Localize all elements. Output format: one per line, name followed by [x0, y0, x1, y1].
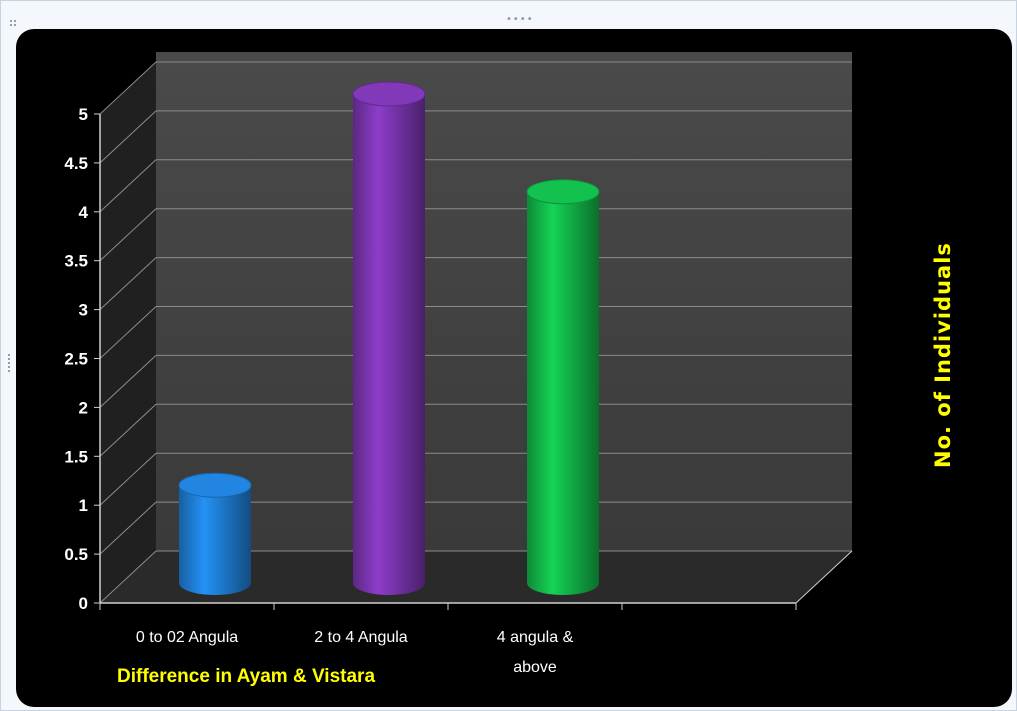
y-tick-label: 1: [79, 496, 88, 515]
y-tick-label: 5: [79, 105, 88, 124]
bar-body: [179, 485, 251, 595]
gridline-side: [99, 355, 157, 408]
x-axis-title: Difference in Ayam & Vistara: [117, 666, 375, 687]
gridlines: [99, 61, 852, 604]
gridline-side: [99, 501, 157, 555]
gridline-side: [99, 208, 157, 262]
x-category-label: 0 to 02 Angula: [136, 629, 238, 646]
y-tick-label: 0.5: [64, 545, 88, 564]
gridline-side: [99, 257, 157, 310]
bar: [526, 179, 600, 596]
bar: [178, 472, 252, 595]
bar-body: [527, 191, 599, 596]
y-tick-label: 2.5: [64, 350, 88, 369]
resize-handle-corner[interactable]: [9, 19, 17, 27]
bar-body: [353, 94, 425, 595]
x-category-label: 2 to 4 Angula: [314, 629, 408, 646]
y-tick-label: 1.5: [64, 447, 88, 466]
bar: [352, 81, 426, 595]
y-tick-label: 4.5: [64, 154, 88, 173]
bar-top: [526, 179, 600, 205]
y-axis-title: No. of Individuals: [931, 242, 955, 468]
y-tick-label: 4: [79, 203, 89, 222]
chart-back-wall: [156, 52, 852, 551]
chart-floor: [100, 551, 852, 603]
bar-top: [352, 81, 426, 107]
y-tick-label: 3.5: [64, 252, 88, 271]
x-axis-categories: 0 to 02 Angula 2 to 4 Angula 4 angula & abo…: [136, 629, 574, 676]
gridline-side: [99, 550, 157, 604]
gridline-side: [99, 61, 157, 115]
resize-handle-top[interactable]: ••••: [506, 14, 534, 25]
floor-edge: [795, 550, 853, 604]
y-tick-label: 2: [79, 398, 88, 417]
gridline-side: [99, 403, 157, 457]
y-tick-label: 3: [79, 301, 88, 320]
bar-top: [178, 472, 252, 498]
resize-handle-left[interactable]: [7, 353, 11, 373]
x-category-label: 4 angula & above: [497, 629, 574, 676]
gridline-side: [99, 452, 157, 506]
y-tick-label: 0: [79, 594, 88, 613]
gridline-side: [99, 306, 157, 359]
axes: [99, 114, 853, 610]
bars: [178, 81, 600, 596]
gridline-side: [99, 159, 157, 213]
gridline-side: [99, 110, 157, 164]
y-axis-ticks: 0 0.5 1 1.5 2 2.5 3 3.5 4 4.5 5: [64, 105, 100, 613]
